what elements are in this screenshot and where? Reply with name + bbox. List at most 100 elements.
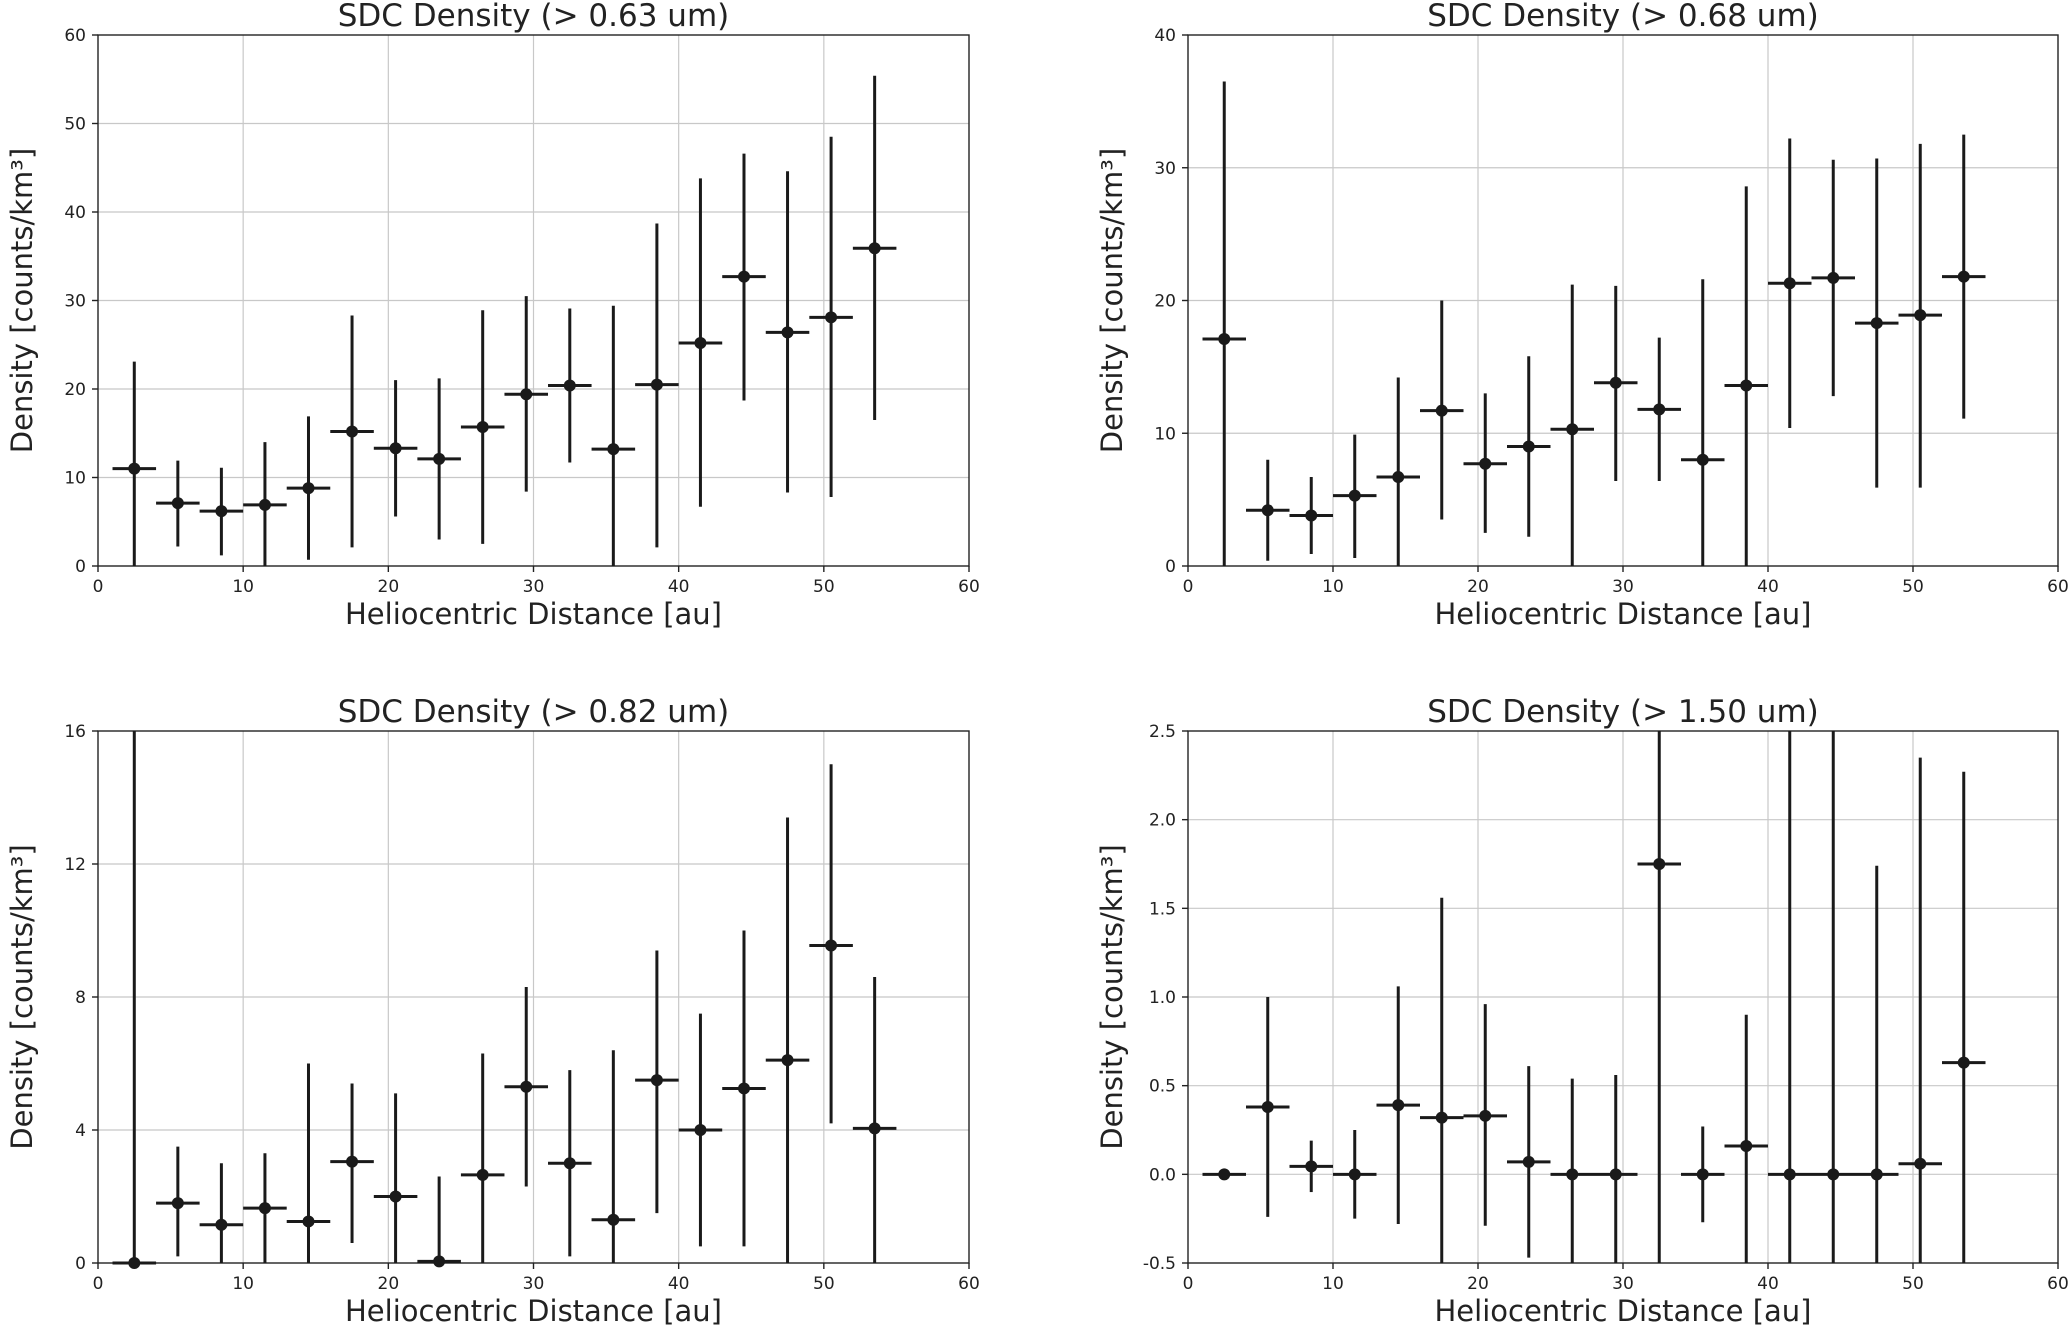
x-tick-label: 20: [1467, 577, 1489, 597]
data-point-17: [809, 764, 853, 1124]
data-marker: [1827, 1168, 1840, 1181]
data-marker: [1522, 1155, 1535, 1168]
data-point-10: [1594, 1075, 1638, 1263]
data-point-11: [1637, 337, 1681, 482]
data-point-17: [1898, 757, 1942, 1263]
data-marker: [433, 452, 446, 465]
data-point-6: [330, 315, 374, 548]
data-marker: [1740, 1139, 1753, 1152]
data-point-10: [504, 296, 549, 492]
data-marker: [128, 462, 141, 475]
x-tick-label: 0: [93, 1274, 104, 1294]
y-tick-label: 40: [1154, 26, 1176, 46]
x-tick-label: 60: [2047, 577, 2069, 597]
x-axis-label: Heliocentric Distance [au]: [1435, 597, 1812, 631]
data-marker: [1609, 376, 1622, 389]
data-point-12: [591, 305, 636, 566]
data-point-7: [373, 380, 418, 517]
data-point-7: [1463, 393, 1507, 533]
data-marker: [737, 270, 750, 283]
x-tick-label: 30: [1612, 1274, 1634, 1294]
x-tick-label: 10: [232, 577, 254, 597]
data-marker: [1696, 1168, 1709, 1181]
x-tick-label: 40: [1757, 577, 1779, 597]
data-point-9: [460, 310, 505, 544]
y-tick-label: 0.0: [1149, 1165, 1176, 1185]
x-tick-label: 10: [1322, 577, 1344, 597]
data-point-12: [1681, 1126, 1725, 1223]
y-tick-label: 2.0: [1149, 811, 1176, 831]
y-tick-label: 60: [64, 26, 86, 46]
chart-panel-4: 0 10 20 30 40 50 60 -0.5 0.0 0.5 1.0 1.5 2.0 2.5 SDC D…: [1095, 694, 2069, 1326]
data-marker: [1783, 1168, 1796, 1181]
data-point-13: [635, 950, 679, 1214]
data-marker: [1435, 404, 1448, 417]
y-axis-label: Density [counts/km³]: [5, 148, 39, 453]
data-marker: [215, 505, 228, 518]
data-point-11: [1637, 731, 1681, 1263]
data-point-8: [1507, 1066, 1551, 1258]
data-marker: [476, 1168, 489, 1181]
data-point-10: [504, 987, 549, 1187]
data-marker: [302, 482, 315, 495]
chart-title: SDC Density (> 0.68 um): [1427, 0, 1819, 34]
x-axis-label: Heliocentric Distance [au]: [1435, 1294, 1812, 1326]
data-point-8: [1507, 356, 1551, 537]
data-marker: [346, 1155, 359, 1168]
data-marker: [476, 421, 489, 434]
data-point-15: [1811, 159, 1855, 397]
chart-panel-1: 0 10 20 30 40 50 60 0 10 20 30 40 50 60 SDC Density (>…: [5, 0, 980, 631]
y-tick-label: 0: [75, 1254, 86, 1274]
data-point-18: [1942, 134, 1986, 419]
data-marker: [825, 939, 838, 952]
data-marker: [1348, 489, 1361, 502]
data-marker: [868, 1122, 881, 1135]
data-point-16: [1855, 865, 1899, 1263]
x-axis-label: Heliocentric Distance [au]: [345, 597, 722, 631]
data-point-3: [1289, 1140, 1333, 1193]
data-point-5: [286, 416, 331, 560]
data-point-9: [460, 1053, 505, 1263]
data-marker: [607, 443, 620, 456]
data-marker: [258, 498, 271, 511]
data-marker: [1783, 277, 1796, 290]
data-point-18: [1942, 771, 1986, 1263]
y-axis-label: Density [counts/km³]: [5, 844, 39, 1149]
data-marker: [128, 1257, 141, 1269]
x-tick-label: 40: [668, 577, 690, 597]
x-tick-label: 0: [1183, 577, 1194, 597]
x-tick-label: 50: [813, 577, 835, 597]
x-tick-label: 60: [958, 1274, 980, 1294]
data-marker: [1696, 453, 1709, 466]
data-point-9: [1550, 1078, 1594, 1263]
data-point-13: [635, 223, 679, 548]
data-point-18: [852, 75, 897, 420]
data-point-4: [243, 1153, 287, 1263]
data-point-6: [330, 1083, 374, 1244]
y-tick-label: 8: [75, 988, 86, 1008]
y-axis-label: Density [counts/km³]: [1095, 844, 1129, 1149]
data-point-1: [1202, 1168, 1246, 1181]
data-marker: [171, 1197, 184, 1210]
data-point-3: [199, 1163, 244, 1263]
data-point-2: [156, 460, 200, 547]
x-tick-label: 50: [1902, 1274, 1924, 1294]
chart-title: SDC Density (> 0.63 um): [338, 0, 730, 34]
data-marker: [1479, 1109, 1492, 1122]
y-tick-label: 4: [75, 1121, 86, 1141]
y-tick-label: 20: [64, 380, 86, 400]
x-tick-label: 30: [523, 1274, 545, 1294]
data-point-8: [417, 378, 461, 540]
y-tick-label: 30: [1154, 159, 1176, 179]
data-point-12: [591, 1050, 636, 1263]
data-marker: [650, 378, 663, 391]
x-tick-label: 20: [378, 577, 400, 597]
data-point-14: [1768, 138, 1812, 428]
x-tick-label: 60: [958, 577, 980, 597]
data-point-4: [243, 442, 287, 566]
data-point-9: [1550, 284, 1594, 566]
chart-title: SDC Density (> 0.82 um): [338, 694, 730, 730]
data-marker: [1566, 423, 1579, 436]
data-marker: [563, 1157, 576, 1170]
x-tick-label: 20: [378, 1274, 400, 1294]
